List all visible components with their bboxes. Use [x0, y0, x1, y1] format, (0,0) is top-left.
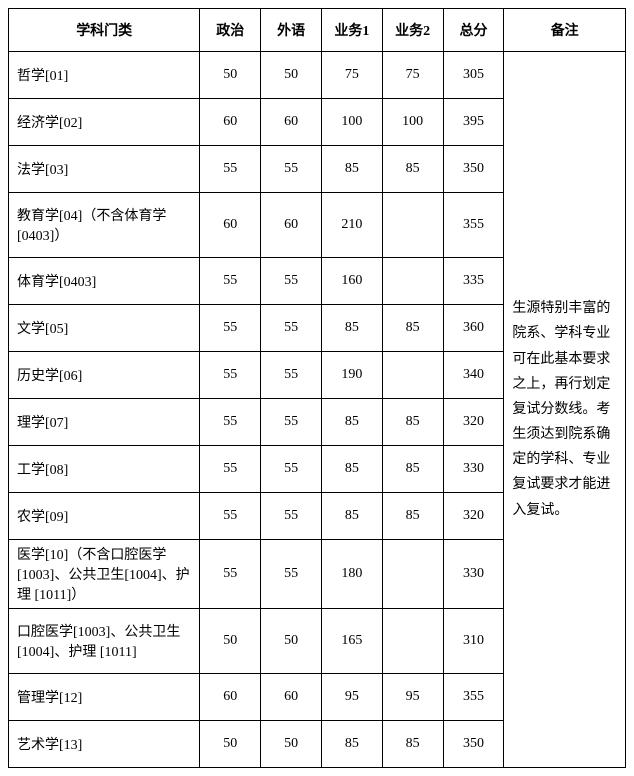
table-body: 哲学[01]50507575305生源特别丰富的院系、学科专业可在此基本要求之上…	[9, 52, 626, 768]
cell-total: 355	[443, 674, 504, 721]
header-note: 备注	[504, 9, 626, 52]
cell-politics: 60	[200, 193, 261, 258]
cell-c2: 95	[382, 674, 443, 721]
cell-total: 320	[443, 493, 504, 540]
cell-politics: 50	[200, 721, 261, 768]
cell-subject: 法学[03]	[9, 146, 200, 193]
cell-subject: 艺术学[13]	[9, 721, 200, 768]
cell-c2: 75	[382, 52, 443, 99]
cell-c1: 85	[321, 446, 382, 493]
cell-foreign: 55	[261, 258, 322, 305]
cell-total: 330	[443, 446, 504, 493]
cell-c1: 165	[321, 609, 382, 674]
cell-politics: 55	[200, 540, 261, 609]
cell-c2: 85	[382, 399, 443, 446]
cell-c1: 85	[321, 305, 382, 352]
cell-c1: 95	[321, 674, 382, 721]
header-row: 学科门类 政治 外语 业务1 业务2 总分 备注	[9, 9, 626, 52]
header-politics: 政治	[200, 9, 261, 52]
header-course1: 业务1	[321, 9, 382, 52]
cell-total: 340	[443, 352, 504, 399]
cell-c2: 85	[382, 721, 443, 768]
cell-c2: 85	[382, 446, 443, 493]
cell-subject: 历史学[06]	[9, 352, 200, 399]
cell-c1: 100	[321, 99, 382, 146]
cell-c2: 100	[382, 99, 443, 146]
cell-total: 310	[443, 609, 504, 674]
cell-politics: 60	[200, 674, 261, 721]
cell-c2: 85	[382, 493, 443, 540]
cell-foreign: 55	[261, 399, 322, 446]
cell-subject: 工学[08]	[9, 446, 200, 493]
cell-c1: 75	[321, 52, 382, 99]
cell-politics: 60	[200, 99, 261, 146]
cell-subject: 农学[09]	[9, 493, 200, 540]
header-total: 总分	[443, 9, 504, 52]
cell-politics: 55	[200, 399, 261, 446]
cell-subject: 医学[10]（不含口腔医学[1003]、公共卫生[1004]、护理 [1011]…	[9, 540, 200, 609]
cell-c1: 85	[321, 721, 382, 768]
cell-politics: 55	[200, 146, 261, 193]
cell-foreign: 55	[261, 146, 322, 193]
header-foreign: 外语	[261, 9, 322, 52]
cell-foreign: 60	[261, 674, 322, 721]
cell-politics: 55	[200, 352, 261, 399]
cell-c1: 160	[321, 258, 382, 305]
cell-c1: 85	[321, 399, 382, 446]
cell-politics: 50	[200, 52, 261, 99]
cell-c2	[382, 540, 443, 609]
score-table: 学科门类 政治 外语 业务1 业务2 总分 备注 哲学[01]505075753…	[8, 8, 626, 768]
cell-c2	[382, 258, 443, 305]
cell-foreign: 50	[261, 609, 322, 674]
cell-politics: 50	[200, 609, 261, 674]
cell-politics: 55	[200, 446, 261, 493]
cell-subject: 哲学[01]	[9, 52, 200, 99]
cell-c1: 180	[321, 540, 382, 609]
cell-politics: 55	[200, 493, 261, 540]
cell-c1: 85	[321, 146, 382, 193]
cell-foreign: 55	[261, 352, 322, 399]
cell-subject: 文学[05]	[9, 305, 200, 352]
cell-foreign: 60	[261, 99, 322, 146]
cell-foreign: 55	[261, 493, 322, 540]
cell-foreign: 55	[261, 540, 322, 609]
cell-subject: 理学[07]	[9, 399, 200, 446]
cell-subject: 教育学[04]（不含体育学[0403]）	[9, 193, 200, 258]
cell-c2	[382, 193, 443, 258]
cell-total: 355	[443, 193, 504, 258]
cell-total: 305	[443, 52, 504, 99]
cell-c2: 85	[382, 146, 443, 193]
cell-total: 395	[443, 99, 504, 146]
cell-c2	[382, 352, 443, 399]
header-course2: 业务2	[382, 9, 443, 52]
header-subject: 学科门类	[9, 9, 200, 52]
cell-total: 350	[443, 721, 504, 768]
note-cell: 生源特别丰富的院系、学科专业可在此基本要求之上，再行划定复试分数线。考生须达到院…	[504, 52, 626, 768]
cell-c1: 85	[321, 493, 382, 540]
cell-c2: 85	[382, 305, 443, 352]
cell-total: 320	[443, 399, 504, 446]
cell-foreign: 55	[261, 305, 322, 352]
cell-foreign: 60	[261, 193, 322, 258]
cell-total: 330	[443, 540, 504, 609]
cell-subject: 管理学[12]	[9, 674, 200, 721]
cell-subject: 口腔医学[1003]、公共卫生 [1004]、护理 [1011]	[9, 609, 200, 674]
cell-c2	[382, 609, 443, 674]
cell-subject: 体育学[0403]	[9, 258, 200, 305]
cell-foreign: 50	[261, 721, 322, 768]
cell-c1: 210	[321, 193, 382, 258]
cell-foreign: 50	[261, 52, 322, 99]
cell-total: 360	[443, 305, 504, 352]
cell-politics: 55	[200, 305, 261, 352]
cell-subject: 经济学[02]	[9, 99, 200, 146]
cell-c1: 190	[321, 352, 382, 399]
cell-foreign: 55	[261, 446, 322, 493]
cell-total: 335	[443, 258, 504, 305]
table-row: 哲学[01]50507575305生源特别丰富的院系、学科专业可在此基本要求之上…	[9, 52, 626, 99]
cell-total: 350	[443, 146, 504, 193]
cell-politics: 55	[200, 258, 261, 305]
